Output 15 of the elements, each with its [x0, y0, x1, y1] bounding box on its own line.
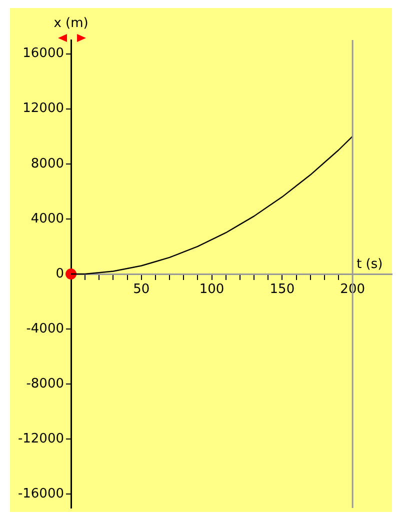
y-tick-label: -16000 — [18, 486, 64, 502]
y-tick-label: 8000 — [30, 156, 64, 172]
x-tick-label: 200 — [340, 282, 365, 298]
y-tick-label: 12000 — [22, 101, 64, 116]
y-tick-label: -8000 — [26, 376, 64, 392]
x-tick-label: 150 — [270, 282, 295, 298]
y-tick-label: 16000 — [22, 46, 64, 62]
x-axis-title: t (s) — [356, 256, 383, 272]
y-axis-title: x (m) — [54, 16, 88, 31]
y-tick-label: 4000 — [30, 211, 64, 226]
x-tick-label: 50 — [133, 282, 150, 298]
y-tick-label: 0 — [56, 266, 64, 282]
x-tick-label: 100 — [199, 282, 224, 298]
y-tick-label: -4000 — [26, 321, 64, 336]
y-tick-label: -12000 — [18, 432, 64, 447]
